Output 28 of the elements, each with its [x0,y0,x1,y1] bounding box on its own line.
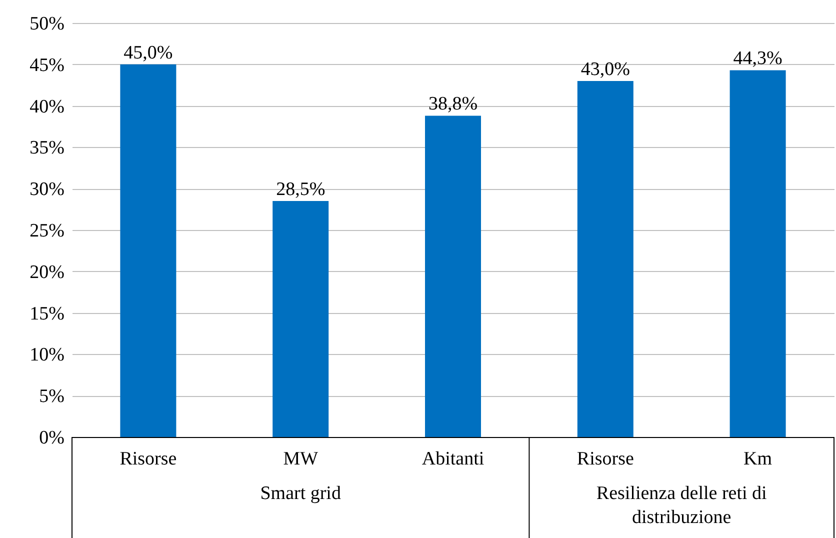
bar [120,64,176,437]
data-label: 43,0% [580,58,630,80]
y-tick-label: 35% [30,138,65,159]
x-tick-label: Risorse [120,448,177,470]
data-label: 45,0% [124,42,173,64]
y-tick-label: 15% [30,303,65,324]
y-tick-label: 5% [39,386,65,408]
bar [272,201,329,437]
text: Resilienza delle reti di distribuzione [596,483,767,528]
data-label: 28,5% [276,179,326,200]
y-tick-label: 30% [30,179,65,200]
y-tick-label: 10% [30,344,65,366]
x-tick-label: Abitanti [422,448,484,470]
y-tick-label: 40% [30,96,65,118]
y-tick-label: 25% [30,220,65,242]
y-tick-label: 20% [30,262,65,283]
text: Smart grid [260,483,342,504]
y-tick-label: 0% [39,428,65,448]
data-label: 38,8% [428,94,478,115]
y-tick-label: 50% [30,14,65,34]
bar [730,70,786,437]
x-tick-label: MW [283,448,318,470]
x-tick-label: Km [744,448,772,470]
x-tick-label: Risorse [576,448,634,470]
bar [577,80,634,437]
y-tick-label: 45% [30,54,65,76]
bar [425,116,481,437]
data-label: 44,3% [733,48,783,70]
